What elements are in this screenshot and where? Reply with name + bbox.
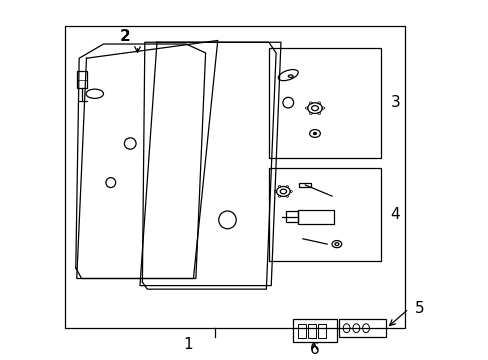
Bar	[268, 168, 380, 261]
Text: 4: 4	[389, 207, 399, 222]
Text: 3: 3	[389, 95, 399, 110]
Text: 1: 1	[183, 337, 193, 352]
Bar	[285, 211, 297, 222]
Text: 5: 5	[414, 301, 424, 316]
Ellipse shape	[313, 132, 316, 135]
Bar	[297, 210, 334, 224]
Bar	[292, 319, 336, 342]
Text: 2: 2	[120, 30, 130, 44]
Bar	[307, 324, 315, 338]
Bar	[297, 324, 305, 338]
Bar	[339, 319, 385, 337]
Bar	[64, 26, 404, 328]
Bar	[268, 48, 380, 158]
Bar	[299, 183, 310, 187]
Bar	[318, 324, 325, 338]
Bar	[77, 71, 87, 89]
Text: 6: 6	[309, 342, 319, 357]
